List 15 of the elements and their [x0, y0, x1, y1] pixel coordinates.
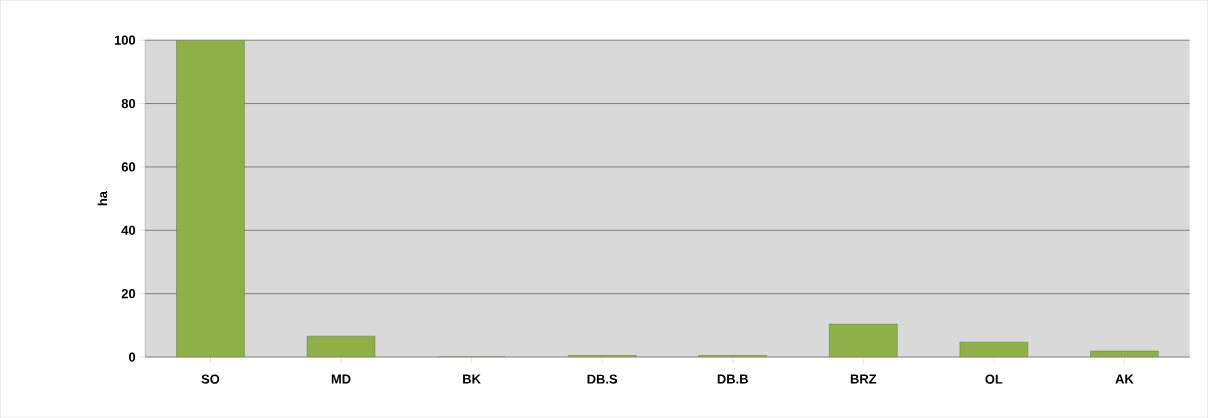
y-axis-title: ha [97, 190, 108, 206]
x-tick-label: OL [985, 374, 1003, 384]
y-tick-label: 20 [121, 288, 136, 299]
y-tick-label: 80 [121, 98, 136, 109]
x-tick-label: DB.B [717, 374, 748, 384]
x-tick-label: BK [463, 374, 481, 384]
y-tick-label: 0 [128, 352, 136, 362]
x-tick-label: MD [331, 374, 351, 384]
y-tick-label: 100 [114, 35, 136, 45]
x-tick-label: AK [1115, 374, 1134, 384]
y-tick-label: 40 [121, 225, 136, 235]
x-tick-label: DB.S [587, 374, 618, 384]
y-tick-label: 60 [121, 162, 136, 172]
x-tick-label: SO [201, 374, 220, 384]
x-tick-label: BRZ [850, 374, 877, 384]
